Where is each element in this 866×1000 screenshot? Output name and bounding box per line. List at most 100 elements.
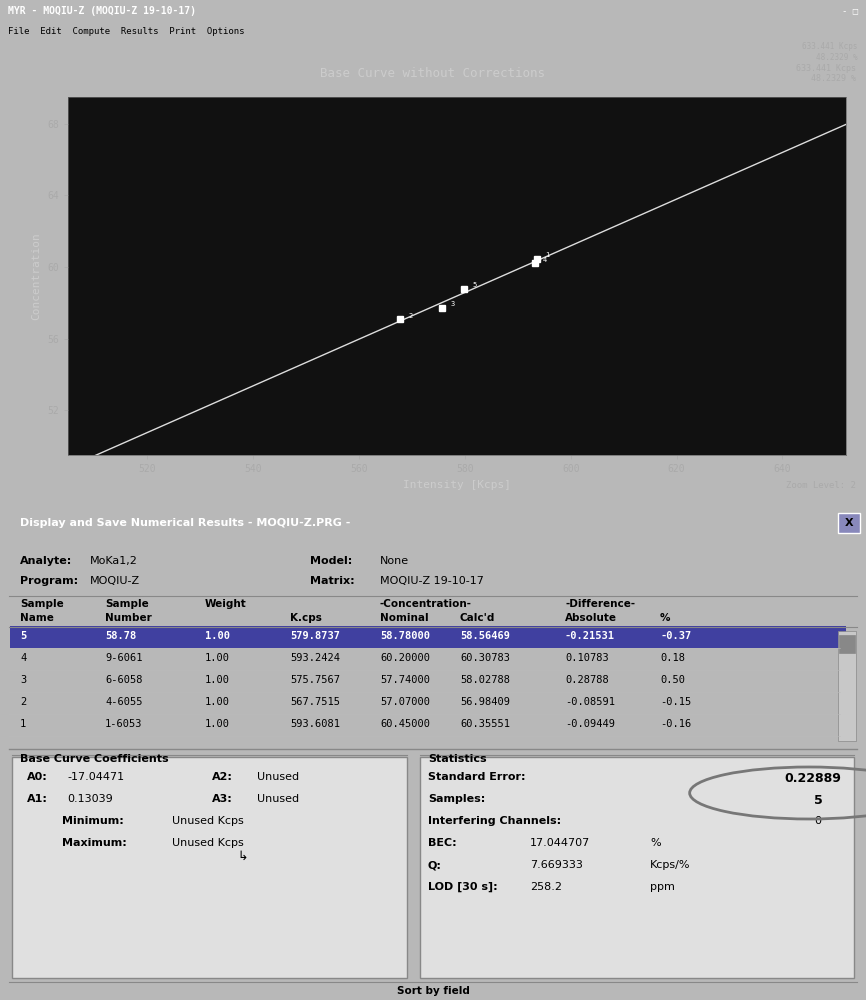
Text: 4: 4	[20, 653, 26, 663]
Text: 4-6055: 4-6055	[105, 697, 143, 707]
Text: 6-6058: 6-6058	[105, 675, 143, 685]
Text: 58.56469: 58.56469	[460, 631, 510, 641]
Text: MoKa1,2: MoKa1,2	[90, 556, 138, 566]
FancyBboxPatch shape	[838, 631, 856, 741]
Text: Unused: Unused	[257, 772, 299, 782]
Text: BEC:: BEC:	[428, 838, 456, 848]
Text: 17.044707: 17.044707	[530, 838, 591, 848]
Text: 57.07000: 57.07000	[380, 697, 430, 707]
Text: Model:: Model:	[310, 556, 352, 566]
Text: Kcps/%: Kcps/%	[650, 860, 690, 870]
Text: %: %	[650, 838, 661, 848]
Text: 5: 5	[20, 631, 26, 641]
FancyBboxPatch shape	[420, 757, 854, 978]
Text: - □: - □	[842, 6, 858, 15]
Text: 579.8737: 579.8737	[290, 631, 340, 641]
Text: 58.02788: 58.02788	[460, 675, 510, 685]
Text: Interfering Channels:: Interfering Channels:	[428, 816, 561, 826]
Text: -0.08591: -0.08591	[565, 697, 615, 707]
Text: 0.22889: 0.22889	[784, 772, 841, 785]
Text: -0.37: -0.37	[660, 631, 691, 641]
Text: 0.28788: 0.28788	[565, 675, 609, 685]
Text: ↳: ↳	[237, 850, 248, 863]
Text: None: None	[380, 556, 409, 566]
Text: -17.04471: -17.04471	[67, 772, 124, 782]
Text: Maximum:: Maximum:	[62, 838, 126, 848]
Text: 3: 3	[450, 301, 455, 307]
Text: 633.441 Kcps
48.2329 %: 633.441 Kcps 48.2329 %	[796, 64, 856, 83]
Text: 1.00: 1.00	[205, 719, 230, 729]
Text: 575.7567: 575.7567	[290, 675, 340, 685]
Text: 0.10783: 0.10783	[565, 653, 609, 663]
Text: 58.78: 58.78	[105, 631, 136, 641]
Text: Zoom Level: 2: Zoom Level: 2	[786, 481, 856, 490]
Text: Absolute: Absolute	[565, 613, 617, 623]
Text: 4: 4	[543, 257, 547, 263]
FancyBboxPatch shape	[838, 513, 860, 533]
Text: Program:: Program:	[20, 576, 78, 586]
Text: Analyte: MoKa1,2  LOD (30 s): 258.2ppm  BEC: 17.045 %  Q: 7.669 Kcps/%  SEE: 0.2: Analyte: MoKa1,2 LOD (30 s): 258.2ppm BE…	[6, 47, 421, 56]
Text: A2:: A2:	[212, 772, 233, 782]
Text: 0.13039: 0.13039	[67, 794, 113, 804]
Text: 0.50: 0.50	[660, 675, 685, 685]
Text: 0.18: 0.18	[660, 653, 685, 663]
Text: MOQIU-Z: MOQIU-Z	[90, 576, 140, 586]
Text: 1-6053: 1-6053	[105, 719, 143, 729]
Y-axis label: Concentration: Concentration	[32, 232, 42, 320]
Text: Analyte:: Analyte:	[20, 556, 72, 566]
Text: 7.669333: 7.669333	[530, 860, 583, 870]
Text: -Difference-: -Difference-	[565, 599, 635, 609]
Text: Display and Save Numerical Results - MOQIU-Z.PRG -: Display and Save Numerical Results - MOQ…	[20, 518, 351, 528]
Text: Q:: Q:	[428, 860, 442, 870]
Text: A1:: A1:	[27, 794, 48, 804]
Text: Samples:: Samples:	[428, 794, 485, 804]
Text: 593.2424: 593.2424	[290, 653, 340, 663]
Text: 1: 1	[545, 252, 549, 258]
Text: 57.74000: 57.74000	[380, 675, 430, 685]
Text: LOD [30 s]:: LOD [30 s]:	[428, 882, 498, 892]
Text: Base Curve Coefficients: Base Curve Coefficients	[20, 754, 169, 764]
Text: 56.98409: 56.98409	[460, 697, 510, 707]
Text: 1.00: 1.00	[205, 631, 230, 641]
Text: Unused: Unused	[257, 794, 299, 804]
Text: K.cps: K.cps	[290, 613, 322, 623]
Text: Matrix:: Matrix:	[310, 576, 354, 586]
Text: Statistics: Statistics	[428, 754, 487, 764]
FancyBboxPatch shape	[12, 757, 407, 978]
Text: X: X	[844, 518, 853, 528]
Text: 3: 3	[20, 675, 26, 685]
Text: %: %	[660, 613, 670, 623]
Text: Weight: Weight	[205, 599, 247, 609]
Text: 1.00: 1.00	[205, 697, 230, 707]
Text: Base Curve without Corrections: Base Curve without Corrections	[320, 67, 546, 80]
Text: Nominal: Nominal	[380, 613, 429, 623]
Text: 60.20000: 60.20000	[380, 653, 430, 663]
Text: 1.00: 1.00	[205, 675, 230, 685]
Text: 258.2: 258.2	[530, 882, 562, 892]
Text: Number: Number	[105, 613, 152, 623]
Text: 593.6081: 593.6081	[290, 719, 340, 729]
Text: ppm: ppm	[650, 882, 675, 892]
Text: -0.09449: -0.09449	[565, 719, 615, 729]
Text: 60.35551: 60.35551	[460, 719, 510, 729]
Text: 1.00: 1.00	[205, 653, 230, 663]
Text: MYR - MOQIU-Z (MOQIU-Z 19-10-17): MYR - MOQIU-Z (MOQIU-Z 19-10-17)	[8, 6, 196, 16]
Text: Minimum:: Minimum:	[62, 816, 124, 826]
FancyBboxPatch shape	[839, 635, 855, 653]
Text: 633.441 Kcps
48.2329 %: 633.441 Kcps 48.2329 %	[803, 42, 858, 62]
Text: Unused Kcps: Unused Kcps	[172, 838, 243, 848]
Text: 5: 5	[814, 794, 823, 807]
Text: -Concentration-: -Concentration-	[380, 599, 472, 609]
Text: -0.16: -0.16	[660, 719, 691, 729]
Text: -0.15: -0.15	[660, 697, 691, 707]
Text: Calc'd: Calc'd	[460, 613, 495, 623]
Text: Standard Error:: Standard Error:	[428, 772, 526, 782]
Text: 60.45000: 60.45000	[380, 719, 430, 729]
X-axis label: Intensity [Kcps]: Intensity [Kcps]	[403, 480, 511, 490]
Text: 567.7515: 567.7515	[290, 697, 340, 707]
Text: File  Edit  Compute  Results  Print  Options: File Edit Compute Results Print Options	[8, 27, 244, 36]
Text: 0: 0	[814, 816, 821, 826]
Text: A0:: A0:	[27, 772, 48, 782]
Text: A3:: A3:	[212, 794, 233, 804]
Text: Unused Kcps: Unused Kcps	[172, 816, 243, 826]
